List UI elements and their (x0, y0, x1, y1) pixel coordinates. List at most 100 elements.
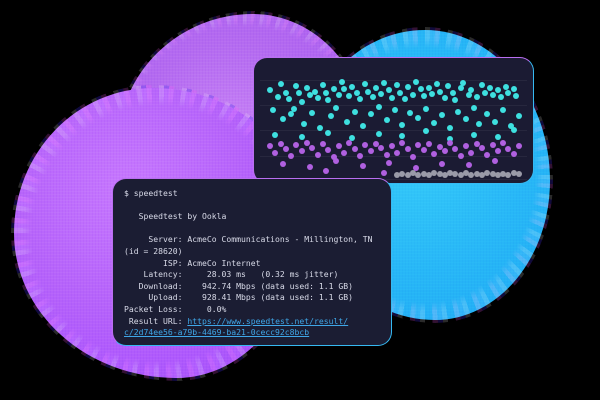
data-point-download (478, 81, 485, 88)
data-point-upload (341, 149, 348, 156)
result-url-link[interactable]: https://www.speedtest.net/result/ (187, 315, 349, 326)
data-point-ping (516, 170, 523, 177)
terminal-line-1 (124, 200, 381, 212)
data-point-download (452, 97, 459, 104)
data-point-ping (399, 170, 406, 177)
data-point-upload (386, 159, 393, 166)
data-point-download (465, 91, 472, 98)
data-point-download (489, 91, 496, 98)
data-point-download (492, 118, 499, 125)
data-point-download (439, 111, 446, 118)
data-point-upload (357, 152, 364, 159)
data-point-download (425, 85, 432, 92)
data-point-download (463, 116, 470, 123)
data-point-download (277, 80, 284, 87)
data-point-upload (436, 144, 443, 151)
grid-line-4 (260, 178, 527, 180)
data-point-download (399, 132, 406, 139)
data-point-ping (510, 169, 517, 176)
data-point-download (476, 120, 483, 127)
data-point-upload (309, 145, 316, 152)
grid-line-0 (260, 79, 527, 81)
data-point-download (335, 91, 342, 98)
data-point-upload (266, 142, 273, 149)
data-point-download (473, 94, 480, 101)
data-point-upload (359, 162, 366, 169)
data-point-download (423, 128, 430, 135)
data-point-download (338, 78, 345, 85)
terminal-line-6: ISP: AcmeCo Internet (124, 257, 261, 268)
data-point-upload (510, 150, 517, 157)
data-point-download (319, 81, 326, 88)
data-point-download (447, 125, 454, 132)
data-point-download (317, 125, 324, 132)
data-point-upload (457, 152, 464, 159)
data-point-download (513, 92, 520, 99)
data-point-download (370, 94, 377, 101)
data-point-upload (431, 150, 438, 157)
data-point-download (423, 106, 430, 113)
data-point-download (343, 118, 350, 125)
data-point-download (298, 134, 305, 141)
data-point-upload (410, 154, 417, 161)
data-point-upload (404, 146, 411, 153)
result-url-link-continued[interactable]: c/2d74ee56-a79b-4469-ba21-0cecc92c8bcb (124, 327, 310, 338)
data-point-download (367, 110, 374, 117)
data-point-download (383, 117, 390, 124)
data-point-upload (473, 140, 480, 147)
data-point-upload (465, 161, 472, 168)
data-point-download (280, 116, 287, 123)
data-point-download (516, 112, 523, 119)
terminal-window[interactable]: $ speedtest Speedtest by Ookla Server: A… (112, 178, 392, 346)
data-point-ping (463, 169, 470, 176)
terminal-output: $ speedtest Speedtest by Ookla Server: A… (124, 188, 381, 339)
data-point-download (460, 79, 467, 86)
data-point-download (293, 82, 300, 89)
grid-line-2 (260, 130, 527, 132)
data-point-download (306, 91, 313, 98)
data-point-download (436, 88, 443, 95)
data-point-ping (436, 170, 443, 177)
data-point-upload (293, 141, 300, 148)
data-point-download (457, 85, 464, 92)
data-point-ping (452, 170, 459, 177)
data-point-download (502, 84, 509, 91)
data-point-upload (378, 145, 385, 152)
result-url-label: Result URL: (124, 315, 188, 326)
terminal-line-5: (id = 28620) (124, 245, 183, 256)
data-point-ping (415, 171, 422, 178)
data-point-download (471, 105, 477, 112)
data-point-download (351, 108, 358, 115)
data-point-upload (346, 139, 353, 146)
data-point-ping (410, 169, 417, 176)
data-point-ping (425, 171, 432, 178)
data-point-download (500, 107, 507, 114)
data-point-download (410, 91, 417, 98)
data-point-ping (447, 169, 454, 176)
terminal-line-0: $ speedtest (124, 188, 178, 198)
data-point-upload (330, 154, 337, 161)
data-point-upload (415, 141, 422, 148)
data-point-download (312, 88, 318, 95)
data-point-ping (489, 170, 496, 177)
data-point-download (433, 80, 440, 87)
data-point-download (447, 136, 454, 143)
data-point-upload (500, 139, 507, 146)
data-point-upload (314, 151, 321, 158)
data-point-download (378, 90, 385, 97)
data-point-upload (505, 146, 512, 153)
data-point-download (349, 84, 356, 91)
data-point-upload (412, 165, 419, 172)
data-point-ping (457, 171, 464, 178)
data-point-download (428, 90, 435, 97)
data-point-download (431, 119, 438, 126)
data-point-upload (325, 147, 332, 154)
data-point-download (444, 82, 451, 89)
data-point-ping (478, 171, 485, 178)
data-point-download (296, 89, 303, 96)
data-point-download (359, 122, 366, 129)
grid-line-1 (260, 104, 527, 106)
data-point-upload (333, 158, 340, 165)
data-point-upload (441, 148, 448, 155)
